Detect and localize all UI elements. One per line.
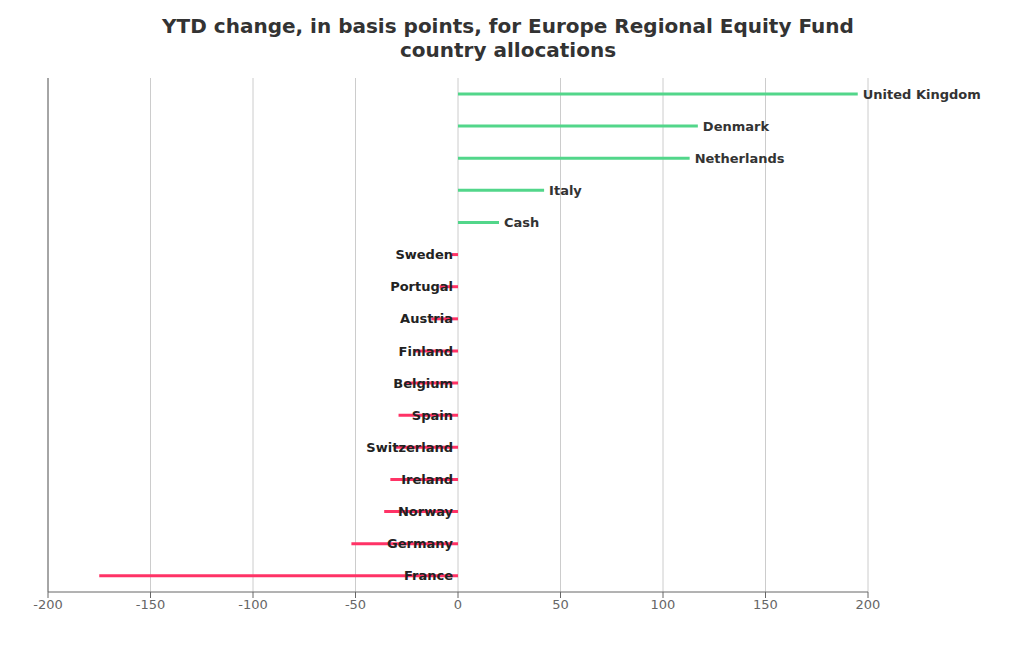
svg-text:Ireland: Ireland <box>401 472 453 487</box>
svg-text:Cash: Cash <box>504 215 539 230</box>
svg-text:United Kingdom: United Kingdom <box>863 87 981 102</box>
svg-text:200: 200 <box>856 597 881 612</box>
svg-text:Netherlands: Netherlands <box>695 151 785 166</box>
svg-text:Switzerland: Switzerland <box>366 440 453 455</box>
svg-text:Austria: Austria <box>400 311 453 326</box>
svg-text:150: 150 <box>753 597 778 612</box>
svg-text:Denmark: Denmark <box>703 119 770 134</box>
svg-text:-100: -100 <box>238 597 268 612</box>
svg-text:-150: -150 <box>136 597 166 612</box>
svg-text:50: 50 <box>552 597 569 612</box>
svg-text:Portugal: Portugal <box>390 279 453 294</box>
svg-text:Spain: Spain <box>412 408 453 423</box>
svg-text:100: 100 <box>651 597 676 612</box>
svg-text:0: 0 <box>454 597 462 612</box>
svg-text:Sweden: Sweden <box>395 247 453 262</box>
svg-text:Belgium: Belgium <box>393 376 453 391</box>
svg-text:Italy: Italy <box>549 183 582 198</box>
svg-text:Finland: Finland <box>399 344 453 359</box>
html-text:YTD change, in basis points, f: YTD change, in basis points, for Europe … <box>162 14 854 62</box>
svg-text:Germany: Germany <box>387 536 453 551</box>
svg-text:-50: -50 <box>345 597 366 612</box>
svg-text:-200: -200 <box>33 597 63 612</box>
svg-text:Norway: Norway <box>398 504 454 519</box>
svg-text:France: France <box>404 568 453 583</box>
